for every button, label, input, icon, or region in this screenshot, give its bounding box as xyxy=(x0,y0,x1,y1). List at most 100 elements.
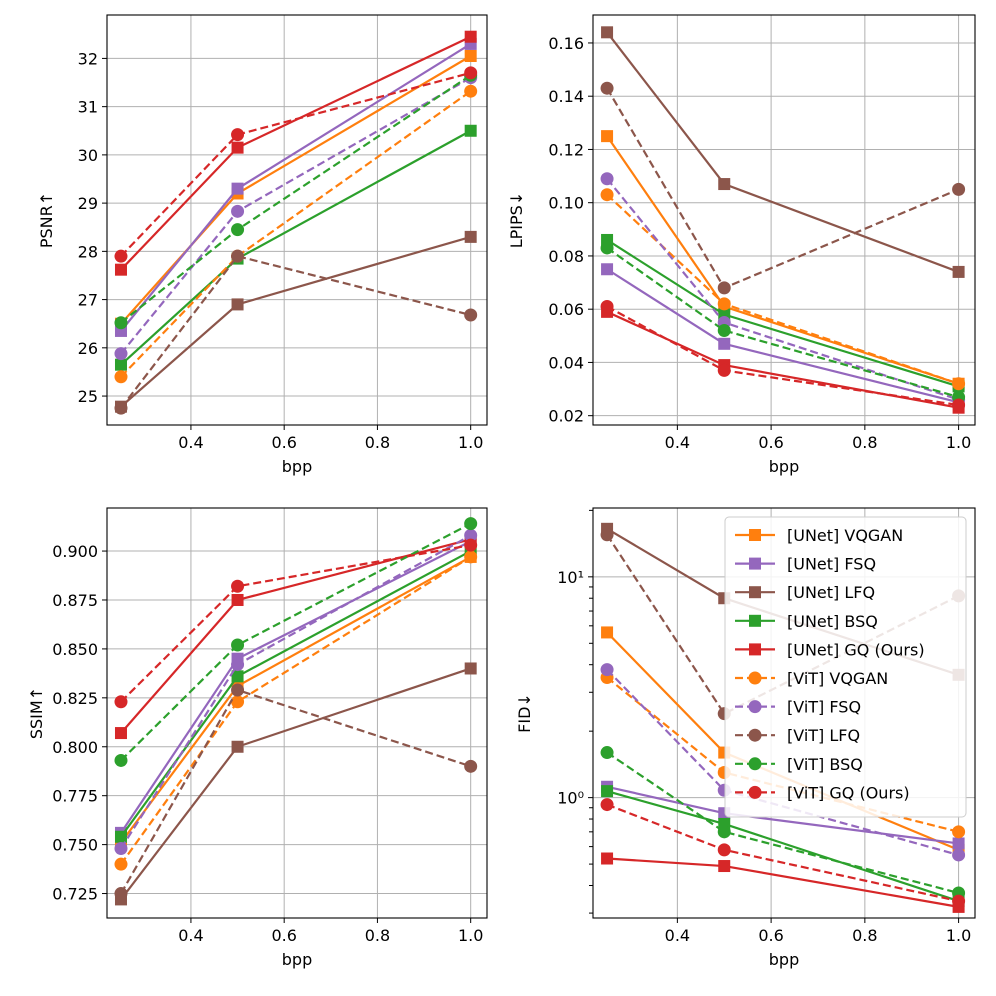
legend-marker xyxy=(749,557,761,570)
x-tick-label: 0.4 xyxy=(665,433,690,452)
data-point xyxy=(114,316,128,330)
x-tick-label: 0.6 xyxy=(758,926,783,945)
data-point xyxy=(464,50,477,62)
data-point xyxy=(718,337,731,350)
y-tick-label: 10¹ xyxy=(557,568,584,587)
data-point xyxy=(600,300,614,314)
series-vit-gq-ours xyxy=(114,538,478,709)
data-point xyxy=(231,593,244,606)
data-point xyxy=(952,398,966,412)
panel-ssim: 0.4 0.6 0.8 1.0 0.725 0.750 0.775 0.800 0.825 0.8… xyxy=(27,507,488,969)
legend-marker xyxy=(748,671,762,685)
legend-marker xyxy=(749,529,761,541)
series-unet-vqgan xyxy=(601,130,965,390)
data-point xyxy=(114,358,127,371)
legend-label: [UNet] VQGAN xyxy=(787,526,903,545)
data-point xyxy=(231,182,244,195)
series-line xyxy=(120,90,472,378)
legend-entry-vit-fsq: [ViT] FSQ xyxy=(735,698,861,717)
legend-label: [UNet] BSQ xyxy=(787,612,878,631)
series-vit-bsq xyxy=(114,517,478,767)
series-vit-bsq xyxy=(600,746,966,900)
y-tick-label: 0.02 xyxy=(548,407,584,426)
series-unet-fsq xyxy=(114,37,477,337)
legend-entry-vit-lfq: [ViT] LFQ xyxy=(735,726,860,745)
data-point xyxy=(952,848,966,862)
data-point xyxy=(952,837,965,850)
y-tick-label: 0.825 xyxy=(52,689,98,708)
panel-lpips: 0.4 0.6 0.8 1.0 0.02 0.04 0.06 0.08 0.10 0.12 0.14… xyxy=(507,14,976,476)
data-point xyxy=(114,370,128,384)
legend-label: [ViT] FSQ xyxy=(787,698,861,717)
y-tick-label: 0.06 xyxy=(548,300,584,319)
legend-label: [UNet] FSQ xyxy=(787,555,876,574)
data-point xyxy=(601,785,614,798)
y-tick-label: 0.900 xyxy=(52,542,98,561)
data-point xyxy=(717,323,731,337)
x-tick-label: 0.8 xyxy=(365,433,390,452)
series-unet-gq-ours xyxy=(601,305,965,414)
x-tick-label: 0.6 xyxy=(271,433,296,452)
data-point xyxy=(717,843,731,857)
data-point xyxy=(231,204,245,218)
series-line xyxy=(606,247,959,399)
data-point xyxy=(231,670,244,683)
data-point xyxy=(231,638,245,652)
data-point xyxy=(114,842,128,856)
data-point xyxy=(952,825,966,839)
data-point xyxy=(600,746,614,760)
y-tick-label: 32 xyxy=(78,49,98,68)
data-point xyxy=(718,860,731,873)
data-point xyxy=(114,753,128,767)
legend-entry-vit-gq-ours: [ViT] GQ (Ours) xyxy=(735,783,910,802)
y-tick-label: 0.800 xyxy=(52,738,98,757)
data-point xyxy=(952,182,966,196)
legend-marker xyxy=(748,728,762,742)
series-line xyxy=(120,74,472,324)
series-line xyxy=(606,751,959,895)
series-vit-lfq xyxy=(114,683,478,901)
legend-label: [ViT] LFQ xyxy=(787,726,860,745)
data-point xyxy=(600,81,614,95)
series-vit-gq-ours xyxy=(600,300,966,412)
y-tick-label: 30 xyxy=(78,146,98,165)
series-line xyxy=(120,534,472,850)
y-tick-label: 0.08 xyxy=(548,247,584,266)
legend-marker xyxy=(749,643,761,656)
data-point xyxy=(464,759,478,773)
x-tick-label: 1.0 xyxy=(458,926,483,945)
legend-label: [ViT] BSQ xyxy=(787,755,863,774)
data-point xyxy=(600,172,614,186)
y-tick-label: 31 xyxy=(78,98,98,117)
data-point xyxy=(464,230,477,243)
data-point xyxy=(600,528,614,542)
series-unet-lfq xyxy=(601,26,965,278)
data-point xyxy=(231,141,244,154)
series-line xyxy=(120,254,471,409)
y-tick-label: 10⁰ xyxy=(557,789,584,808)
legend-marker xyxy=(749,586,761,599)
series-line xyxy=(120,555,472,865)
data-point xyxy=(114,401,128,415)
y-tick-label: 0.750 xyxy=(52,836,98,855)
data-point xyxy=(464,662,477,675)
x-tick-label: 0.6 xyxy=(758,433,783,452)
data-point xyxy=(464,550,478,564)
data-point xyxy=(464,30,477,43)
data-point xyxy=(114,857,128,871)
legend-entry-vit-bsq: [ViT] BSQ xyxy=(735,755,863,774)
series-vit-fsq xyxy=(114,528,478,856)
data-point xyxy=(601,26,614,39)
y-tick-label: 0.14 xyxy=(548,87,584,106)
legend-marker xyxy=(748,785,762,799)
data-point xyxy=(231,298,244,311)
series-vit-fsq xyxy=(114,71,478,361)
data-point xyxy=(231,249,245,263)
data-point xyxy=(600,241,614,255)
series-unet-bsq xyxy=(114,124,477,371)
y-axis-label: PSNR↑ xyxy=(37,192,56,248)
data-point xyxy=(601,130,614,143)
series-vit-gq-ours xyxy=(600,798,966,908)
y-tick-label: 0.850 xyxy=(52,640,98,659)
series-unet-vqgan xyxy=(114,550,477,849)
